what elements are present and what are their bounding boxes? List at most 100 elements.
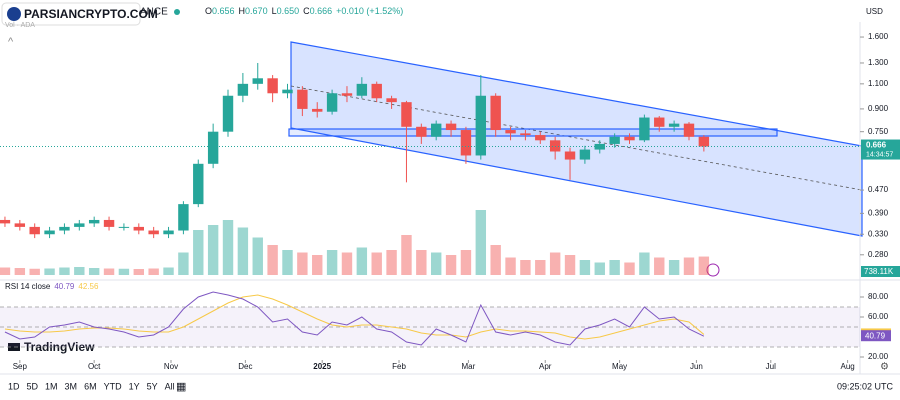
candle-body (118, 226, 130, 228)
candle-body (520, 133, 531, 136)
range-button[interactable]: YTD (104, 381, 123, 391)
range-button[interactable]: 1M (45, 381, 58, 391)
candle-body (490, 95, 501, 131)
x-tick-label: Mar (462, 362, 476, 371)
volume-bar (549, 252, 561, 275)
candle-body (29, 226, 40, 235)
volume-bar (683, 257, 695, 275)
volume-bar (14, 268, 26, 275)
range-button[interactable]: 1D (8, 381, 20, 391)
volume-bar (654, 257, 665, 275)
range-button[interactable]: 5Y (147, 381, 158, 391)
settings-icon[interactable]: ⚙ (880, 362, 889, 373)
watermark-box (1, 2, 141, 26)
volume-bar (371, 252, 382, 275)
candle-body (639, 117, 650, 141)
ohlc-label: C (303, 6, 310, 16)
watermark-icon (7, 7, 21, 21)
candle-body (133, 226, 144, 231)
volume-bar (267, 245, 278, 275)
candle-body (445, 123, 457, 131)
candle-body (430, 123, 442, 137)
range-button[interactable]: 1Y (129, 381, 140, 391)
x-tick-label: Apr (539, 362, 552, 371)
rsi-legend-value: 40.79 (54, 282, 75, 291)
symbol-title: ANCE (140, 7, 168, 18)
rsi-line (4, 291, 705, 346)
volume-bar (282, 250, 293, 275)
y-tick-label: 1.100 (868, 79, 889, 88)
channel-midline (290, 85, 863, 191)
ohlc-value: 0.656 (212, 6, 235, 16)
volume-bar (103, 268, 115, 275)
volume-bar (74, 267, 85, 275)
volume-bar (639, 252, 650, 275)
watermark: PARSIANCRYPTO.COM (24, 7, 158, 21)
y-tick-label: 1.600 (868, 32, 889, 41)
x-tick-label: Oct (88, 362, 101, 371)
range-button[interactable]: 3M (65, 381, 78, 391)
candle-body (193, 163, 204, 205)
candle-body (326, 93, 338, 112)
volume-bar (341, 252, 353, 275)
x-tick-label: Nov (164, 362, 178, 371)
market-status (174, 9, 180, 15)
candle-body (282, 89, 293, 94)
rsi-tick-label: 80.00 (868, 292, 889, 301)
candle-body (44, 230, 55, 235)
candle-body (609, 136, 620, 144)
candle-body (252, 78, 263, 84)
volume-bar (445, 255, 457, 275)
candle-body (683, 123, 695, 137)
rsi-value: 40.79 (865, 331, 886, 340)
ohlc-label: H (239, 6, 246, 16)
range-button[interactable]: 5D (27, 381, 39, 391)
volume-bar (490, 245, 501, 275)
rsi-name: RSI 14 close (5, 282, 51, 291)
range-button[interactable]: All (165, 381, 175, 391)
volume-bar (356, 247, 368, 275)
x-tick-label: Feb (392, 362, 406, 371)
candle-body (341, 93, 353, 96)
candle-body (0, 219, 11, 224)
volume-bar (579, 260, 591, 275)
ohlc-label: L (272, 6, 277, 16)
y-tick-label: 0.470 (868, 185, 889, 194)
volume-bar (326, 250, 338, 275)
volume-bar (88, 268, 100, 275)
candle-body (356, 83, 368, 96)
volume-bar (520, 260, 531, 275)
clock: 09:25:02 UTC (837, 381, 894, 391)
candle-body (698, 136, 710, 147)
volume-bar (118, 268, 130, 275)
candle-body (416, 126, 427, 137)
volume-bar (430, 252, 442, 275)
event-icon[interactable] (706, 263, 720, 277)
y-tick-label: 0.750 (868, 127, 889, 136)
candle-body (371, 83, 382, 99)
volume-bar (624, 262, 635, 275)
x-tick-label: Jul (766, 362, 776, 371)
volume-bar (207, 225, 219, 275)
x-tick-label: 2025 (313, 362, 331, 371)
x-tick-label: Aug (840, 362, 854, 371)
countdown: 14:34:57 (866, 151, 893, 158)
volume-bar (312, 255, 323, 275)
volume-bar (594, 262, 605, 275)
candle-body (564, 151, 576, 160)
y-tick-label: 0.900 (868, 104, 889, 113)
volume-bar (564, 255, 576, 275)
volume-bar (163, 267, 174, 275)
currency[interactable]: USD (866, 7, 883, 16)
range-button[interactable]: 6M (84, 381, 97, 391)
candle-body (386, 98, 397, 103)
ohlc-label: O (205, 6, 212, 16)
collapse-icon[interactable]: ^ (8, 36, 14, 48)
volume-bar (505, 257, 516, 275)
candle-body (297, 89, 308, 109)
volume-bar (698, 256, 710, 275)
candle-body (207, 131, 219, 164)
date-range-icon[interactable]: ▦ (176, 381, 186, 393)
volume-bar (386, 250, 397, 275)
